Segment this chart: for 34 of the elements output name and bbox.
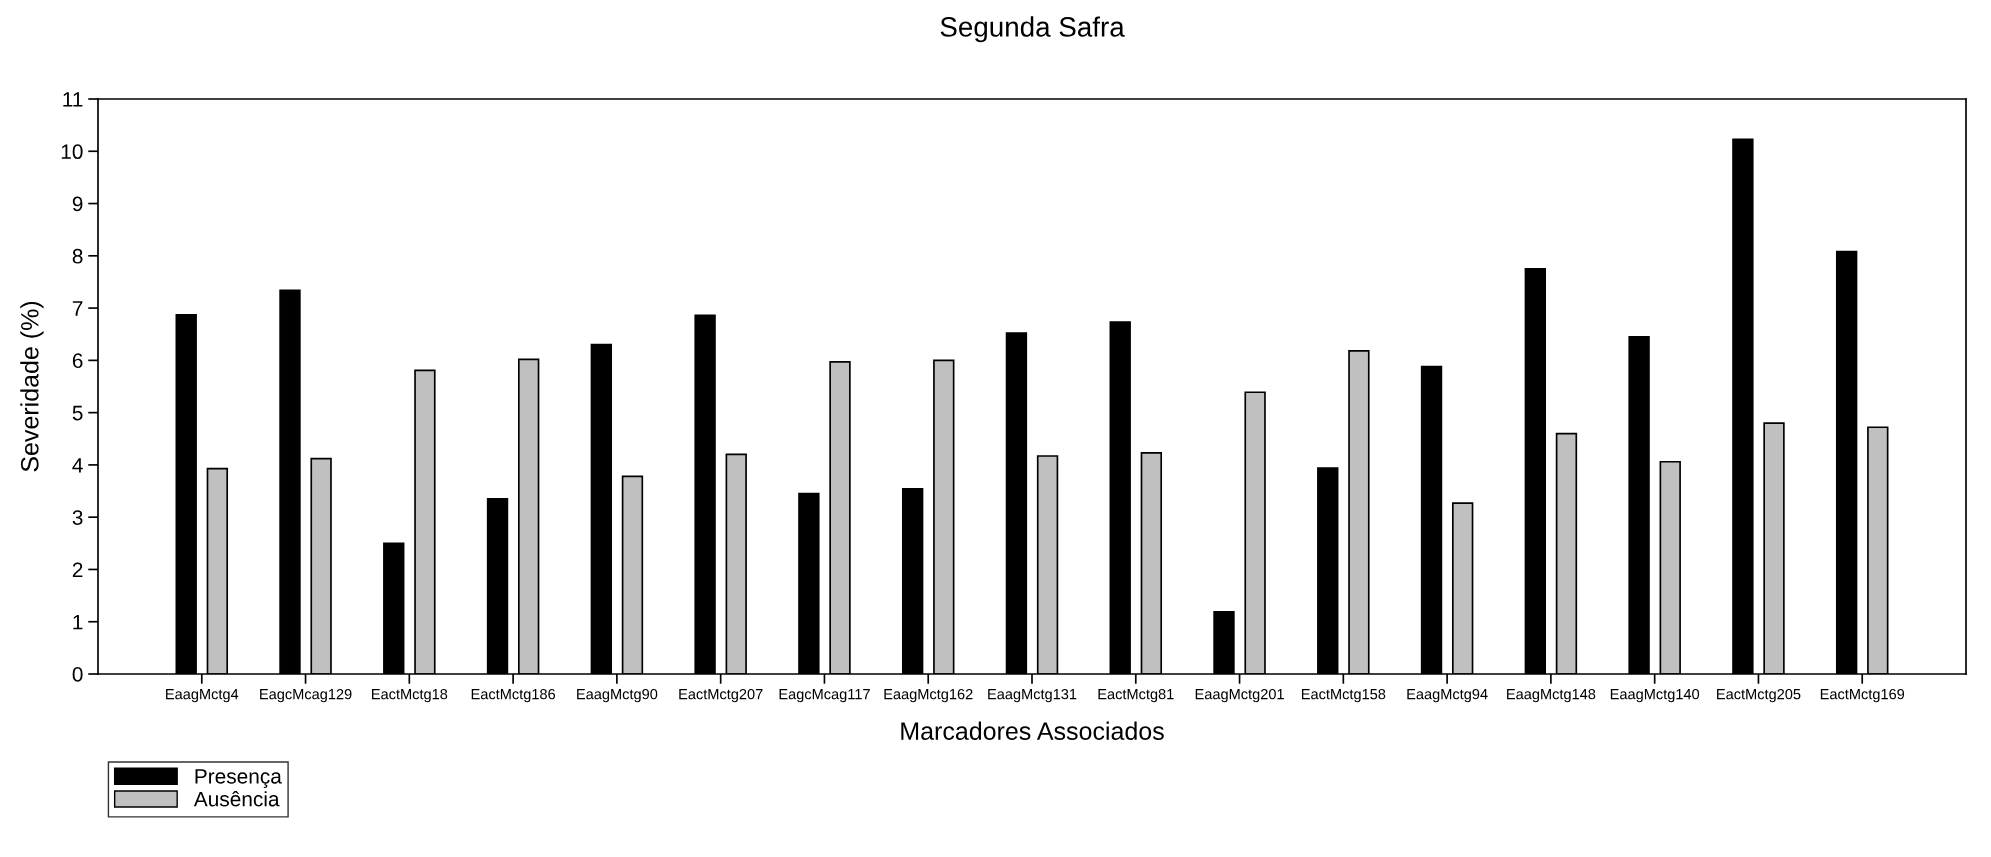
y-tick-label: 3 xyxy=(72,510,83,525)
y-tick-label: 9 xyxy=(72,196,83,212)
y-tick-label: 6 xyxy=(72,353,83,369)
legend-label: Presença xyxy=(195,769,282,788)
x-tick-label: EaagMctg140 xyxy=(1610,688,1700,703)
y-tick-label: 11 xyxy=(63,92,83,107)
legend-label: Ausência xyxy=(193,791,280,807)
y-tick-label: 1 xyxy=(73,614,83,630)
x-tick-label: EagcMcag117 xyxy=(779,689,870,703)
y-tick-label: 4 xyxy=(72,458,83,473)
x-tick-label: EagcMcag129 xyxy=(260,688,352,703)
x-tick-label: EaagMctg131 xyxy=(988,688,1077,703)
x-tick-label: EactMctg207 xyxy=(679,688,763,703)
x-tick-label: EactMctg169 xyxy=(1820,688,1905,703)
chart-title: Segunda Safra xyxy=(940,16,1125,43)
x-tick-label: EactMctg186 xyxy=(471,688,556,703)
x-axis-title: Marcadores Associados xyxy=(901,721,1164,740)
x-tick-label: EactMctg205 xyxy=(1717,688,1801,703)
x-tick-label: EaagMctg201 xyxy=(1195,688,1284,703)
y-tick-label: 2 xyxy=(72,562,83,577)
y-tick-label: 8 xyxy=(72,248,83,264)
y-tick-label: 5 xyxy=(72,405,83,421)
x-tick-label: EactMctg158 xyxy=(1301,688,1386,703)
y-tick-label: 10 xyxy=(61,144,83,160)
x-tick-label: EaagMctg94 xyxy=(1407,688,1488,703)
y-tick-label: 7 xyxy=(72,301,83,316)
y-axis-title: Severidade (%) xyxy=(20,301,44,472)
x-tick-label: EactMctg18 xyxy=(372,688,448,703)
x-tick-label: EaagMctg162 xyxy=(884,688,973,703)
x-tick-label: EaagMctg148 xyxy=(1507,688,1596,703)
x-tick-label: EaagMctg90 xyxy=(577,688,658,703)
x-tick-label: EactMctg81 xyxy=(1098,688,1174,703)
x-tick-label: EaagMctg4 xyxy=(166,689,239,703)
y-tick-label: 0 xyxy=(72,667,83,682)
